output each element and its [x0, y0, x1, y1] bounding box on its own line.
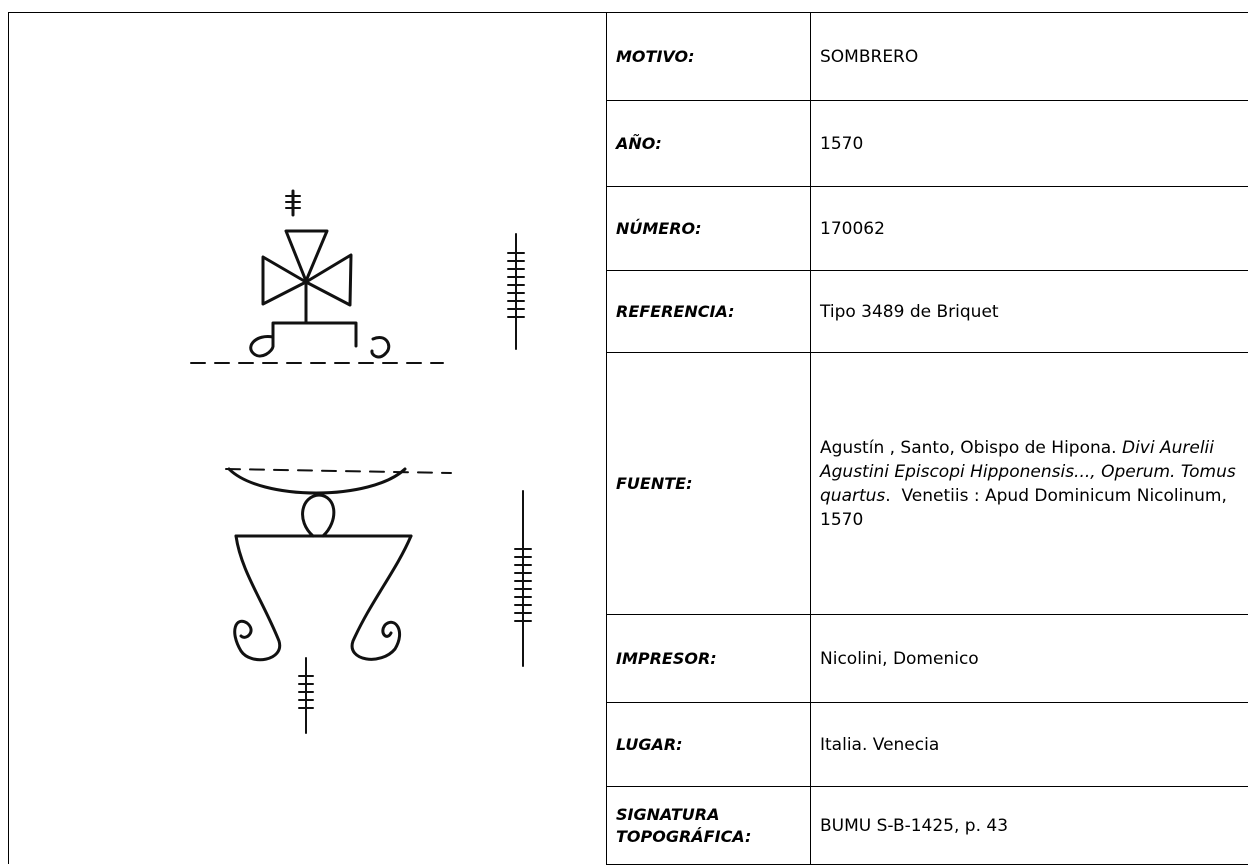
- field-label: AÑO:: [607, 101, 811, 186]
- field-value: BUMU S-B-1425, p. 43: [811, 787, 1248, 864]
- table-row: REFERENCIA: Tipo 3489 de Briquet: [607, 271, 1248, 353]
- table-row: LUGAR: Italia. Venecia: [607, 703, 1248, 787]
- field-text: SOMBRERO: [820, 45, 918, 69]
- table-row: MOTIVO: SOMBRERO: [607, 13, 1248, 101]
- field-label: MOTIVO:: [607, 13, 811, 100]
- hat-curl: [249, 335, 275, 358]
- watermark-sketch: [190, 189, 532, 734]
- text-run: 1570: [820, 133, 864, 154]
- scale-arm: [233, 534, 282, 662]
- record-sheet: MOTIVO: SOMBRERO AÑO: 1570 NÚMERO: 170062 REFE…: [8, 12, 1248, 865]
- field-value: Tipo 3489 de Briquet: [811, 271, 1248, 352]
- chain-hash: [298, 675, 314, 709]
- text-run: Italia. Venecia: [820, 734, 940, 755]
- text-run: 170062: [820, 218, 885, 239]
- field-label: REFERENCIA:: [607, 271, 811, 352]
- field-value: Agustín , Santo, Obispo de Hipona. Divi …: [811, 353, 1248, 614]
- table-row: SIGNATURA TOPOGRÁFICA: BUMU S-B-1425, p. …: [607, 787, 1248, 865]
- scale-arc: [227, 467, 407, 495]
- field-value: SOMBRERO: [811, 13, 1248, 100]
- table-row: FUENTE: Agustín , Santo, Obispo de Hipona…: [607, 353, 1248, 615]
- watermark-drawing: [9, 13, 607, 865]
- text-run: Nicolini, Domenico: [820, 648, 979, 669]
- hat-brim: [271, 321, 358, 348]
- text-run: . Venetiis : Apud Dominicum Nicolinum, 1…: [820, 485, 1233, 530]
- text-run: SOMBRERO: [820, 46, 919, 67]
- text-run: Divi Aurelii Agustini Episcopi Hipponens…: [820, 437, 1242, 506]
- field-text: Agustín , Santo, Obispo de Hipona. Divi …: [820, 436, 1248, 532]
- field-value: Nicolini, Domenico: [811, 615, 1248, 702]
- table-row: IMPRESOR: Nicolini, Domenico: [607, 615, 1248, 703]
- field-text: 1570: [820, 132, 863, 156]
- field-text: Nicolini, Domenico: [820, 647, 979, 671]
- hat-petal: [284, 229, 329, 283]
- field-text: BUMU S-B-1425, p. 43: [820, 814, 1008, 838]
- field-label: NÚMERO:: [607, 187, 811, 270]
- scale-arm: [350, 534, 413, 661]
- field-label: SIGNATURA TOPOGRÁFICA:: [607, 787, 811, 864]
- chain-hash: [285, 195, 301, 209]
- text-run: Agustín , Santo, Obispo de Hipona.: [820, 437, 1122, 458]
- field-text: Italia. Venecia: [820, 733, 939, 757]
- text-run: BUMU S-B-1425, p. 43: [820, 815, 1009, 836]
- dashed-line: [225, 468, 452, 474]
- hat-petal: [261, 255, 308, 306]
- text-run: Tipo 3489 de Briquet: [820, 301, 999, 322]
- scale-loop: [301, 493, 336, 538]
- field-value: 1570: [811, 101, 1248, 186]
- chain-hash: [507, 252, 525, 318]
- hat-curl: [370, 336, 391, 359]
- field-label: IMPRESOR:: [607, 615, 811, 702]
- field-label: LUGAR:: [607, 703, 811, 786]
- field-label: FUENTE:: [607, 353, 811, 614]
- field-text: 170062: [820, 217, 885, 241]
- table-row: NÚMERO: 170062: [607, 187, 1248, 271]
- table-row: AÑO: 1570: [607, 101, 1248, 187]
- hat-petal: [304, 253, 353, 307]
- field-value: 170062: [811, 187, 1248, 270]
- chain-hash: [514, 548, 532, 622]
- field-value: Italia. Venecia: [811, 703, 1248, 786]
- field-text: Tipo 3489 de Briquet: [820, 300, 999, 324]
